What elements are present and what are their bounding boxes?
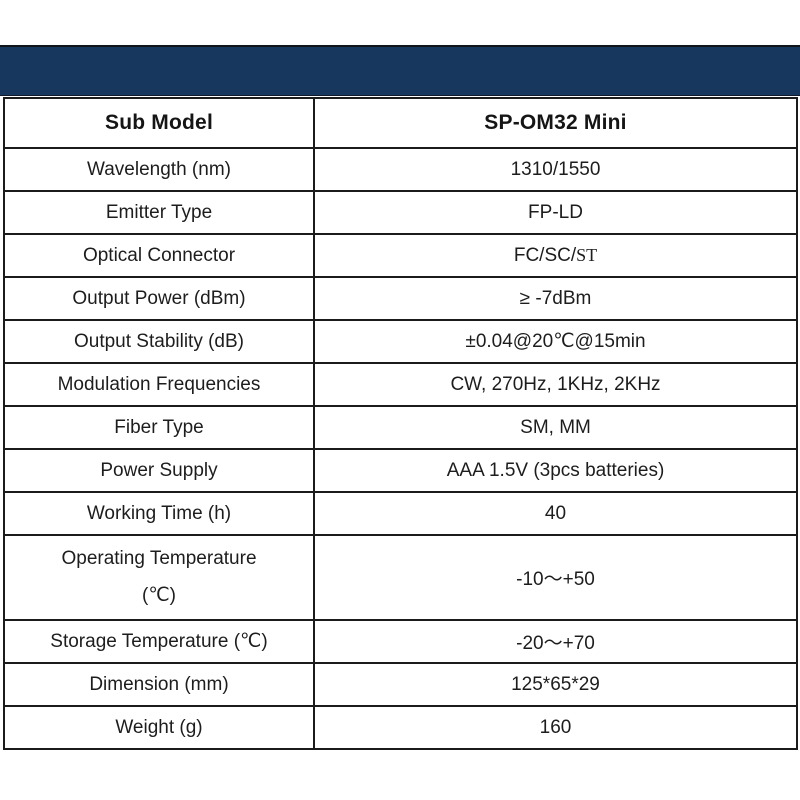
spec-value: CW, 270Hz, 1KHz, 2KHz	[450, 373, 661, 395]
spec-label: Operating Temperature	[61, 548, 257, 569]
spec-label-cell: Output Stability (dB)	[3, 319, 315, 364]
spec-value: 125*65*29	[511, 673, 600, 695]
spec-value: 40	[544, 502, 567, 524]
header-value: SP-OM32 Mini	[313, 97, 798, 149]
spec-value-cell: FP-LD	[313, 190, 798, 235]
spec-table: Sub Model SP-OM32 Mini Wavelength (nm) 1…	[3, 97, 798, 750]
spec-label: Optical Connector	[82, 244, 236, 266]
spec-label-cell: Dimension (mm)	[3, 662, 315, 707]
spec-row: Operating Temperature (℃) -10～+50	[3, 534, 798, 621]
spec-label: Output Stability (dB)	[73, 330, 245, 352]
spec-label-line2: (℃)	[142, 585, 176, 606]
spec-row: Dimension (mm) 125*65*29	[3, 662, 798, 707]
spec-label-cell: Optical Connector	[3, 233, 315, 278]
spec-label-cell: Storage Temperature (℃)	[3, 619, 315, 664]
spec-label: Power Supply	[100, 459, 218, 481]
spec-label: Fiber Type	[114, 416, 204, 438]
spec-row: Wavelength (nm) 1310/1550	[3, 147, 798, 192]
spec-row: Fiber Type SM, MM	[3, 405, 798, 450]
spec-value-cell: 1310/1550	[313, 147, 798, 192]
spec-label-cell: Output Power (dBm)	[3, 276, 315, 321]
spec-row: Power Supply AAA 1.5V (3pcs batteries)	[3, 448, 798, 493]
spec-row: Output Power (dBm) ≥ -7dBm	[3, 276, 798, 321]
spec-label: Wavelength (nm)	[87, 158, 231, 180]
spec-label-cell: Weight (g)	[3, 705, 315, 750]
spec-value-cell: 125*65*29	[313, 662, 798, 707]
spec-value: FP-LD	[528, 201, 583, 223]
spec-value: ±0.04@20℃@15min	[465, 331, 646, 352]
spec-value: ≥ -7dBm	[519, 287, 592, 309]
spec-label: Storage Temperature (℃)	[50, 631, 268, 652]
spec-value: SM, MM	[520, 416, 591, 438]
spec-value: 1310/1550	[510, 158, 601, 180]
spec-value: 160	[539, 716, 572, 738]
spec-value: -10～+50	[516, 569, 595, 590]
spec-row: Weight (g) 160	[3, 705, 798, 750]
spec-row: Output Stability (dB) ±0.04@20℃@15min	[3, 319, 798, 364]
spec-label-cell: Wavelength (nm)	[3, 147, 315, 192]
spec-label-cell: Modulation Frequencies	[3, 362, 315, 407]
title-banner	[0, 45, 800, 96]
spec-row: Modulation Frequencies CW, 270Hz, 1KHz, …	[3, 362, 798, 407]
spec-label: Dimension (mm)	[89, 673, 229, 695]
spec-value-cell: 160	[313, 705, 798, 750]
spec-value-cell: AAA 1.5V (3pcs batteries)	[313, 448, 798, 493]
spec-label: Emitter Type	[105, 201, 213, 223]
header-label: Sub Model	[3, 97, 315, 149]
spec-label: Modulation Frequencies	[57, 373, 261, 395]
spec-value-cell: FC/SC/ST	[313, 233, 798, 278]
spec-value-cell: SM, MM	[313, 405, 798, 450]
spec-label-cell: Working Time (h)	[3, 491, 315, 536]
spec-label: Working Time (h)	[86, 502, 232, 524]
spec-label-cell: Power Supply	[3, 448, 315, 493]
spec-row: Optical Connector FC/SC/ST	[3, 233, 798, 278]
spec-value-cell: -20～+70	[313, 619, 798, 664]
spec-value-cell: 40	[313, 491, 798, 536]
spec-label-cell: Fiber Type	[3, 405, 315, 450]
spec-row: Emitter Type FP-LD	[3, 190, 798, 235]
spec-label: Output Power (dBm)	[72, 287, 246, 309]
spec-value-cell: ±0.04@20℃@15min	[313, 319, 798, 364]
header-row: Sub Model SP-OM32 Mini	[3, 97, 798, 149]
spec-value-cell: -10～+50	[313, 534, 798, 621]
spec-label-cell: Emitter Type	[3, 190, 315, 235]
spec-value: AAA 1.5V (3pcs batteries)	[446, 459, 665, 481]
spec-row: Storage Temperature (℃) -20～+70	[3, 619, 798, 664]
spec-value: FC/SC/	[513, 244, 577, 266]
spec-value-cell: ≥ -7dBm	[313, 276, 798, 321]
spec-row: Working Time (h) 40	[3, 491, 798, 536]
spec-value-cell: CW, 270Hz, 1KHz, 2KHz	[313, 362, 798, 407]
spec-value-serif: ST	[576, 244, 598, 265]
spec-value: -20～+70	[516, 633, 595, 654]
spec-label: Weight (g)	[115, 716, 203, 738]
spec-label-cell: Operating Temperature (℃)	[3, 534, 315, 621]
